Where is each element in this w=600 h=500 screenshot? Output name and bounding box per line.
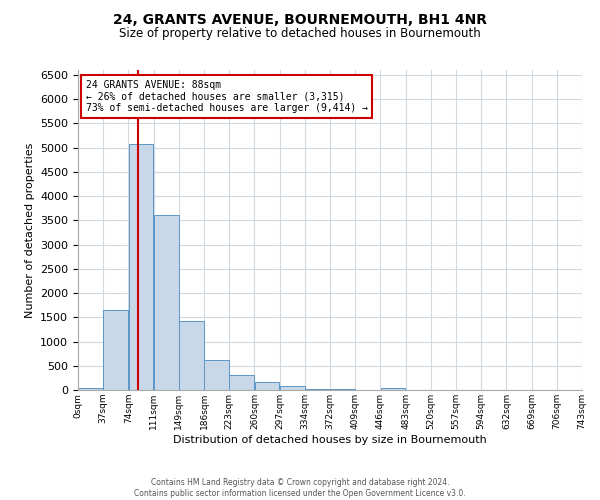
Text: Contains HM Land Registry data © Crown copyright and database right 2024.
Contai: Contains HM Land Registry data © Crown c… — [134, 478, 466, 498]
X-axis label: Distribution of detached houses by size in Bournemouth: Distribution of detached houses by size … — [173, 434, 487, 444]
Text: 24, GRANTS AVENUE, BOURNEMOUTH, BH1 4NR: 24, GRANTS AVENUE, BOURNEMOUTH, BH1 4NR — [113, 12, 487, 26]
Bar — [305, 388, 330, 390]
Bar — [254, 382, 280, 390]
Text: 24 GRANTS AVENUE: 88sqm
← 26% of detached houses are smaller (3,315)
73% of semi: 24 GRANTS AVENUE: 88sqm ← 26% of detache… — [86, 80, 368, 113]
Text: Size of property relative to detached houses in Bournemouth: Size of property relative to detached ho… — [119, 28, 481, 40]
Bar — [380, 388, 406, 390]
Bar — [280, 386, 305, 390]
Y-axis label: Number of detached properties: Number of detached properties — [25, 142, 35, 318]
Bar — [154, 216, 179, 390]
Bar — [204, 360, 229, 390]
Bar — [78, 388, 103, 390]
Bar — [179, 321, 204, 390]
Bar — [229, 376, 254, 390]
Bar — [103, 310, 128, 390]
Bar — [128, 144, 154, 390]
